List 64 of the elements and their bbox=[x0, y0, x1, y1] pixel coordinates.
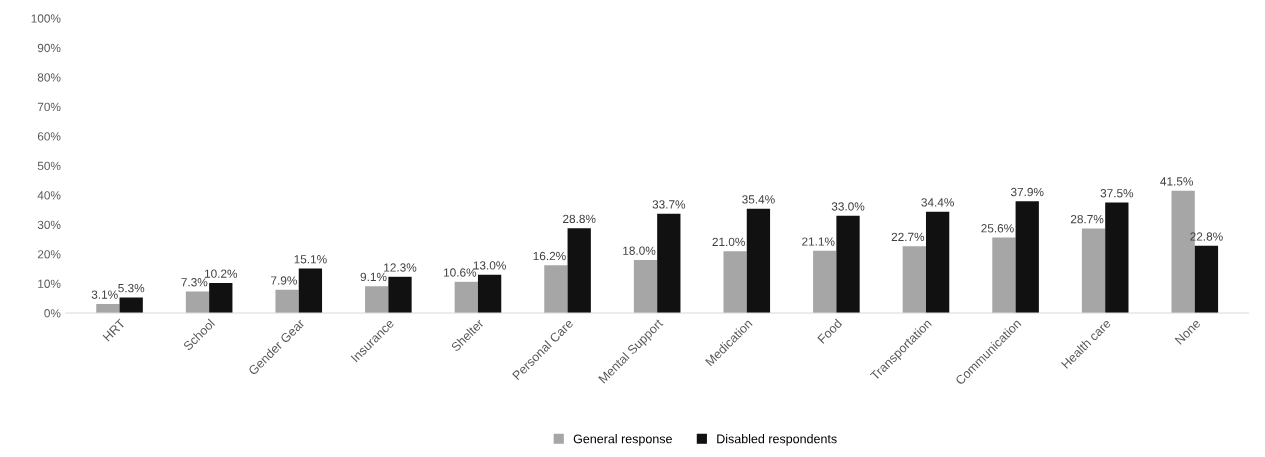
y-tick-label: 60% bbox=[37, 132, 61, 141]
y-tick-label: 50% bbox=[37, 161, 61, 171]
data-label: 12.3% bbox=[384, 263, 417, 272]
bar bbox=[1194, 245, 1219, 314]
bar bbox=[1015, 201, 1039, 314]
bar bbox=[96, 303, 120, 314]
data-label: 9.1% bbox=[360, 272, 387, 282]
data-label: 7.3% bbox=[181, 278, 208, 287]
bar bbox=[275, 289, 299, 314]
bar bbox=[1081, 228, 1106, 314]
y-tick-label: 90% bbox=[37, 43, 61, 53]
y-tick-label: 30% bbox=[37, 220, 61, 230]
bar bbox=[925, 211, 950, 314]
legend-label: General response bbox=[573, 434, 672, 446]
bar bbox=[813, 250, 837, 314]
data-label: 5.3% bbox=[118, 283, 145, 293]
data-label: 21.0% bbox=[712, 237, 745, 247]
data-label: 37.9% bbox=[1010, 187, 1044, 197]
data-label: 13.0% bbox=[473, 261, 506, 270]
bar bbox=[209, 282, 233, 314]
y-tick-label: 80% bbox=[37, 73, 61, 82]
data-label: 15.1% bbox=[294, 255, 327, 264]
bar bbox=[365, 286, 389, 314]
bar bbox=[746, 208, 771, 314]
data-label: 22.7% bbox=[891, 232, 925, 241]
y-tick-label: 70% bbox=[37, 102, 61, 112]
bar bbox=[477, 274, 502, 314]
data-label: 28.8% bbox=[563, 214, 596, 224]
y-tick-label: 10% bbox=[38, 279, 61, 288]
bar bbox=[119, 297, 143, 314]
y-tick-label: 20% bbox=[37, 250, 61, 259]
data-label: 7.9% bbox=[271, 276, 297, 285]
bar bbox=[454, 281, 478, 314]
bar bbox=[388, 276, 412, 314]
data-label: 25.6% bbox=[981, 224, 1014, 233]
legend-label: Disabled respondents bbox=[717, 434, 837, 446]
data-label: 16.2% bbox=[533, 251, 566, 261]
bar bbox=[1105, 202, 1129, 314]
bar bbox=[567, 228, 591, 314]
y-tick-label: 40% bbox=[37, 191, 61, 200]
y-tick-label: 100% bbox=[31, 14, 61, 23]
bar bbox=[544, 265, 568, 314]
bar bbox=[992, 237, 1016, 314]
data-label: 37.5% bbox=[1100, 189, 1134, 198]
data-label: 41.5% bbox=[1160, 177, 1193, 186]
bar bbox=[902, 246, 926, 314]
data-label: 34.4% bbox=[921, 198, 954, 207]
bar bbox=[185, 291, 210, 314]
data-label: 3.1% bbox=[91, 290, 118, 299]
bar bbox=[633, 259, 658, 314]
bar bbox=[723, 251, 747, 314]
data-label: 10.2% bbox=[204, 269, 238, 278]
data-label: 18.0% bbox=[623, 246, 656, 255]
data-label: 28.7% bbox=[1070, 214, 1104, 224]
bar bbox=[657, 213, 681, 314]
data-label: 21.1% bbox=[802, 237, 835, 246]
data-label: 33.0% bbox=[831, 202, 865, 211]
data-label: 35.4% bbox=[742, 195, 775, 204]
data-label: 22.8% bbox=[1190, 232, 1223, 241]
bar bbox=[298, 268, 323, 314]
bar bbox=[836, 215, 860, 314]
data-label: 33.7% bbox=[652, 200, 686, 209]
data-label: 10.6% bbox=[444, 268, 477, 277]
y-tick-label: 0% bbox=[44, 309, 61, 318]
